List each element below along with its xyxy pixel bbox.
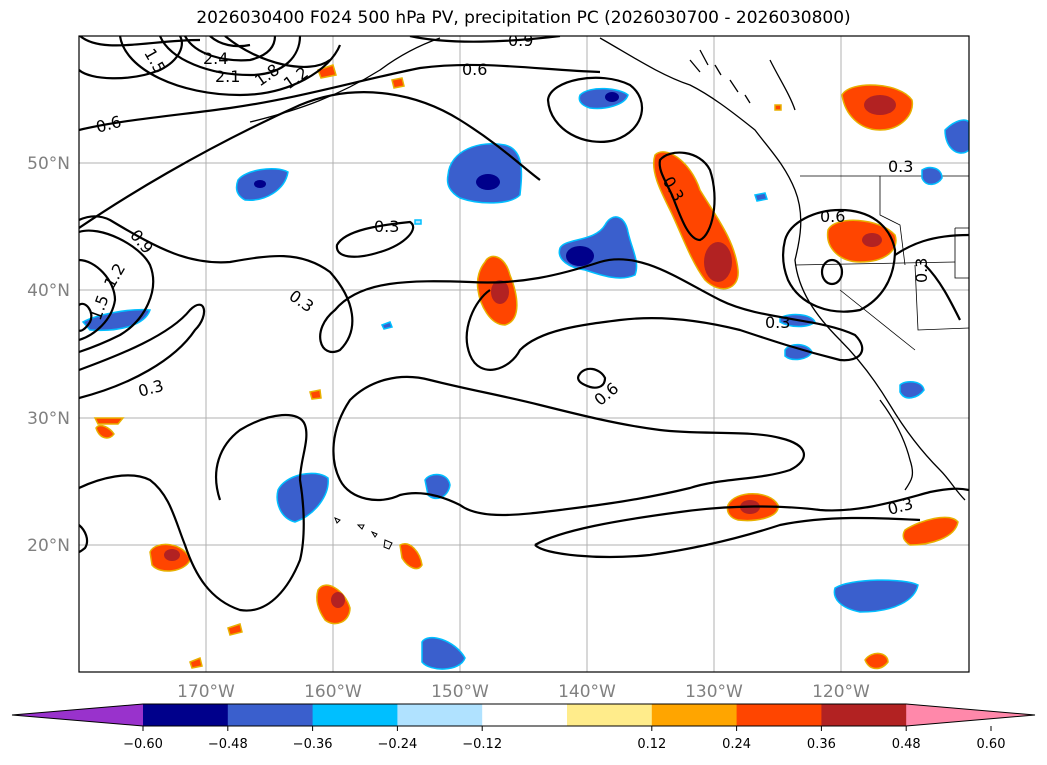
lon-tick: 140°W: [558, 682, 616, 702]
colorbar-tick-label: −0.12: [462, 737, 502, 752]
contour-label: 0.9: [508, 31, 533, 50]
precip-positive: [93, 64, 959, 670]
lat-tick: 50°N: [27, 154, 70, 174]
lon-tick: 150°W: [431, 682, 489, 702]
colorbar-segment: [143, 704, 229, 726]
lon-tick: 160°W: [304, 682, 362, 702]
colorbar-tick-label: −0.48: [208, 737, 248, 752]
colorbar-tick-label: 0.12: [637, 737, 666, 752]
colorbar-tick-label: 0.36: [807, 737, 836, 752]
colorbar-tick-label: 0.24: [722, 737, 751, 752]
contour-label: 2.4: [203, 49, 228, 68]
contour-label: 0.6: [462, 60, 487, 79]
lon-tick: 130°W: [685, 682, 743, 702]
contour-label: 0.3: [765, 313, 790, 332]
colorbar-segment: [651, 704, 738, 726]
map-frame: [78, 35, 970, 673]
map-area: 0.9 1.5 2.4 2.1 1.8 1.2 0.6 0.6 0.3 0.9 …: [79, 31, 969, 672]
colorbar: −0.60 −0.48 −0.36 −0.24 −0.12 0.12 0.24 0.36 0.4…: [11, 703, 1036, 752]
gridlines: [79, 36, 969, 672]
colorbar-extend-low: [12, 704, 143, 726]
colorbar-segment: [821, 704, 907, 726]
colorbar-tick-label: −0.36: [293, 737, 333, 752]
precip-negative: [81, 87, 969, 670]
pv-contours: [79, 36, 969, 612]
contour-label: 0.3: [374, 217, 399, 236]
colorbar-tick-label: 0.60: [977, 737, 1006, 752]
hawaii-islands: [334, 517, 393, 550]
lon-tick: 120°W: [812, 682, 870, 702]
chart-title: 2026030400 F024 500 hPa PV, precipitatio…: [196, 8, 851, 28]
colorbar-extend-high: [906, 704, 1035, 726]
colorbar-tick-label: 0.48: [892, 737, 921, 752]
colorbar-segment: [397, 704, 483, 726]
colorbar-segment: [736, 704, 822, 726]
contour-label: 2.1: [215, 67, 240, 86]
contour-label: 0.6: [820, 207, 845, 226]
colorbar-segment: [567, 704, 653, 726]
colorbar-segment: [482, 704, 568, 726]
contour-label: 0.3: [912, 258, 931, 283]
colorbar-segment: [312, 704, 398, 726]
colorbar-segment: [227, 704, 314, 726]
contour-label: 0.3: [888, 157, 913, 176]
lat-tick: 30°N: [27, 409, 70, 429]
lat-tick: 20°N: [27, 536, 70, 556]
colorbar-tick-label: −0.60: [123, 737, 163, 752]
lon-tick: 170°W: [177, 682, 235, 702]
colorbar-tick-label: −0.24: [377, 737, 417, 752]
lat-tick-labels: 50°N 40°N 30°N 20°N: [27, 154, 70, 556]
lat-tick: 40°N: [27, 281, 70, 301]
lon-tick-labels: 170°W 160°W 150°W 140°W 130°W 120°W: [177, 682, 870, 702]
